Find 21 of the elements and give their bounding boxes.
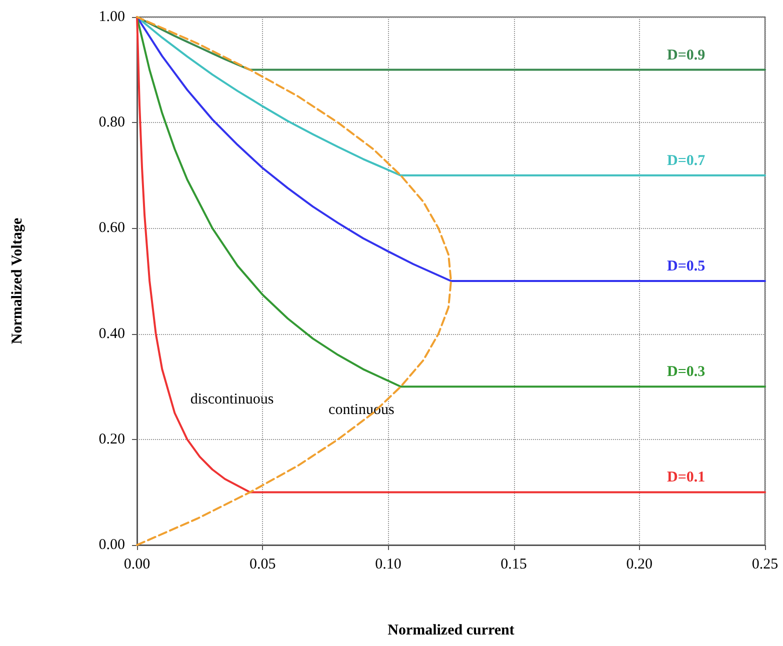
annotation: discontinuous [190,391,274,408]
series-label: D=0.1 [667,470,706,486]
y-axis-title: Normalized Voltage [10,218,26,344]
series-label: D=0.7 [667,152,706,169]
x-tick-label: 0.00 [124,556,150,572]
y-tick-label: 0.40 [98,326,125,342]
x-axis-title: Normalized current [388,622,514,638]
series-label: D=0.5 [667,258,706,274]
x-tick-label: 0.10 [375,556,402,572]
x-tick-label: 0.05 [249,556,276,572]
series-label: D=0.9 [667,47,706,64]
annotation: continuous [328,402,395,418]
y-tick-label: 0.80 [98,114,125,131]
y-tick-label: 0.00 [98,537,125,553]
x-tick-label: 0.15 [500,556,527,572]
y-tick-label: 1.00 [98,9,125,25]
y-tick-label: 0.20 [98,431,125,448]
y-tick-label: 0.60 [98,220,125,236]
series-label: D=0.3 [667,364,706,380]
x-tick-label: 0.20 [626,556,653,572]
x-tick-label: 0.25 [752,556,778,572]
